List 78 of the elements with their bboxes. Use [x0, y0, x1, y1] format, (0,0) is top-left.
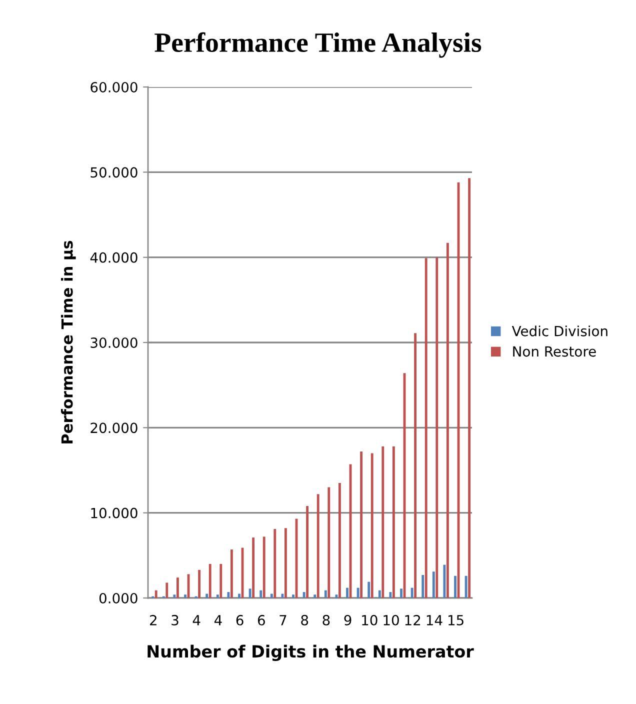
x-tick-label: 3	[172, 614, 178, 626]
bar	[302, 592, 306, 598]
bar	[328, 487, 330, 598]
bar	[410, 588, 414, 598]
bar	[262, 536, 266, 598]
bar	[206, 594, 208, 598]
bar	[338, 483, 341, 598]
bar	[230, 549, 233, 598]
bar	[378, 590, 381, 598]
legend-label: Vedic Division	[512, 326, 608, 336]
bar	[284, 528, 287, 598]
bar	[227, 592, 230, 598]
bar	[173, 594, 176, 598]
bar	[432, 572, 435, 598]
bar	[306, 506, 309, 598]
bar	[184, 594, 186, 598]
bar	[370, 453, 374, 598]
bar	[252, 538, 255, 598]
bar	[292, 594, 294, 598]
x-axis-title: Number of Digits in the Numerator	[148, 644, 474, 662]
y-tick-label: 10.000	[91, 508, 138, 518]
x-tick-label: 8	[322, 614, 330, 626]
bar	[238, 594, 240, 598]
bar	[389, 592, 392, 598]
bar	[216, 594, 219, 598]
x-tick-label: 15	[448, 615, 464, 626]
bar	[356, 588, 360, 598]
bar	[414, 333, 417, 598]
bar	[454, 576, 456, 598]
chart-title: Performance Time Analysis	[154, 32, 482, 58]
bar	[422, 575, 424, 598]
y-tick-label: 50.000	[90, 167, 138, 178]
bar	[314, 594, 316, 598]
bar	[443, 564, 446, 598]
x-tick-label: 12	[405, 614, 420, 626]
x-tick-label: 2	[150, 614, 156, 626]
bar	[382, 446, 384, 598]
x-tick-label: 10	[362, 614, 378, 626]
bar	[208, 564, 212, 598]
y-tick-label: 60.000	[90, 82, 138, 92]
bar	[335, 594, 338, 598]
bar	[154, 590, 158, 598]
legend-label: Non Restore	[513, 346, 596, 357]
x-tick-label: 7	[280, 615, 286, 626]
bar	[324, 590, 327, 598]
y-tick-label: 20.000	[90, 422, 138, 434]
y-tick-label: 30.000	[90, 337, 138, 348]
bar	[468, 178, 471, 598]
bar	[346, 588, 348, 598]
bar	[166, 582, 168, 598]
bar	[220, 564, 222, 598]
x-tick-label: 10	[384, 614, 399, 626]
bar	[436, 257, 438, 598]
bar	[392, 446, 395, 598]
bar	[270, 594, 273, 598]
x-tick-label: 9	[344, 614, 352, 626]
x-tick-label: 14	[426, 615, 442, 626]
y-tick-label: 0.000	[99, 592, 138, 604]
bar	[248, 588, 252, 598]
bar	[274, 529, 276, 598]
x-tick-label: 6	[258, 614, 265, 626]
bar	[424, 258, 428, 598]
x-tick-label: 4	[214, 615, 222, 626]
x-tick-label: 4	[192, 615, 200, 626]
x-tick-label: 8	[301, 614, 308, 626]
bar	[316, 494, 320, 598]
bar	[446, 242, 449, 598]
x-tick-label: 6	[236, 614, 244, 626]
bar	[400, 588, 402, 598]
y-tick-label: 40.000	[90, 252, 138, 263]
bar	[198, 570, 201, 598]
bar	[360, 452, 363, 598]
bar	[464, 576, 468, 598]
y-axis-title: Performance Time in µs	[60, 240, 76, 444]
bar	[260, 590, 262, 598]
bar	[176, 578, 179, 598]
bar	[368, 582, 370, 598]
bar	[281, 594, 284, 598]
